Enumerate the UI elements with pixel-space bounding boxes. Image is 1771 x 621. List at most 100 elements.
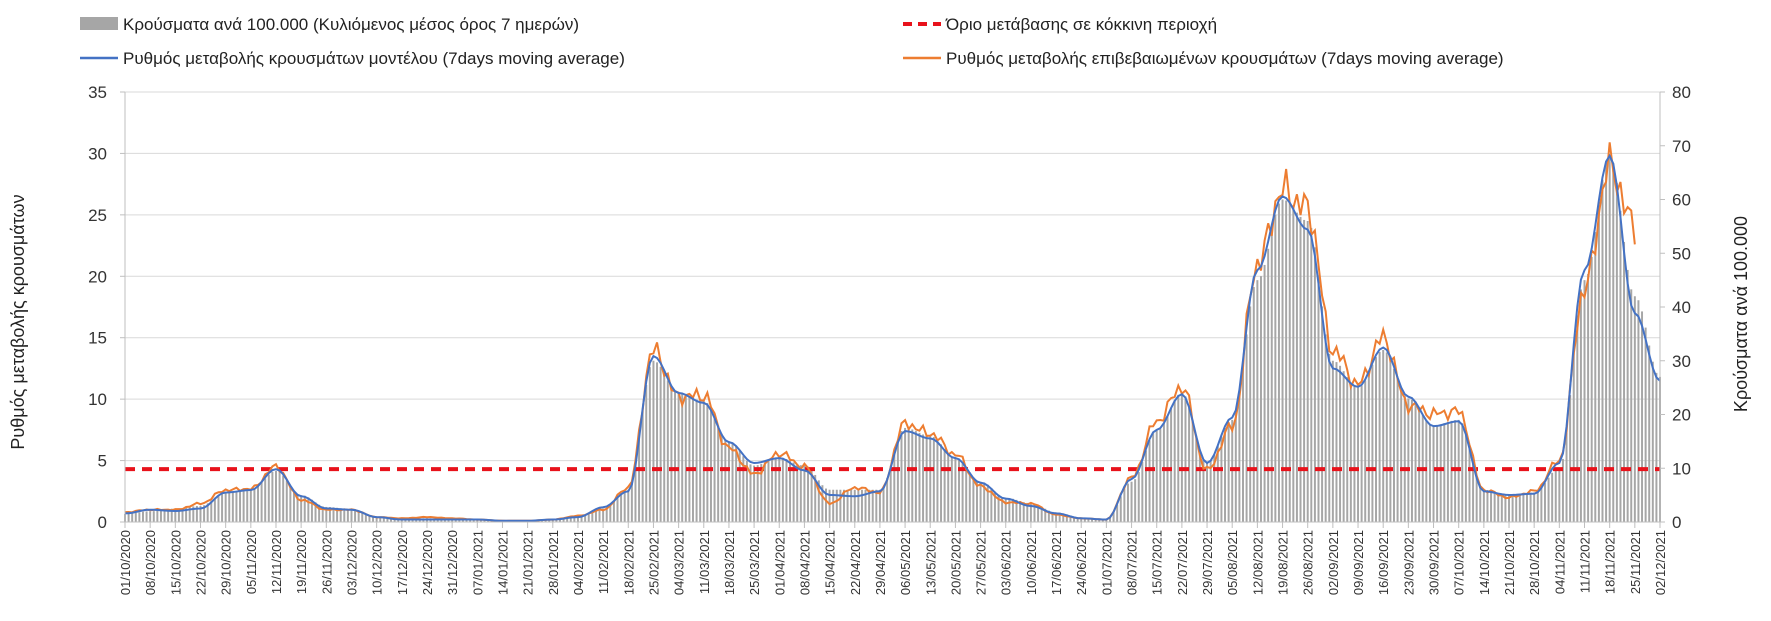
x-tick-label: 11/02/2021 bbox=[596, 530, 611, 594]
y-tick-label-left: 35 bbox=[88, 83, 107, 102]
bar bbox=[1644, 327, 1647, 522]
bar bbox=[1500, 494, 1503, 522]
bar bbox=[990, 487, 993, 522]
bar bbox=[1579, 289, 1582, 522]
bar bbox=[1062, 513, 1065, 522]
x-tick-label: 08/10/2020 bbox=[143, 530, 158, 595]
bar bbox=[1299, 216, 1302, 522]
x-tick-label: 28/01/2021 bbox=[546, 530, 561, 595]
bar bbox=[156, 510, 159, 522]
bar bbox=[1123, 488, 1126, 522]
bar bbox=[221, 493, 224, 522]
bar bbox=[1008, 498, 1011, 522]
bar bbox=[727, 441, 730, 523]
x-tick-label: 15/10/2020 bbox=[168, 530, 183, 595]
bar bbox=[469, 519, 472, 522]
x-tick-label: 04/02/2021 bbox=[571, 530, 586, 595]
x-tick-label: 24/12/2020 bbox=[420, 530, 435, 595]
y-tick-label-left: 0 bbox=[98, 513, 107, 532]
bar bbox=[620, 493, 623, 522]
bar bbox=[1533, 492, 1536, 522]
bar bbox=[1256, 280, 1259, 523]
bar bbox=[239, 490, 242, 522]
bar bbox=[850, 489, 853, 522]
bar bbox=[1349, 382, 1352, 522]
bars-series bbox=[124, 156, 1661, 523]
bar bbox=[1274, 214, 1277, 522]
bar bbox=[893, 451, 896, 522]
bar bbox=[1526, 492, 1528, 522]
bar bbox=[562, 518, 565, 522]
bar bbox=[1655, 372, 1658, 522]
bar bbox=[1623, 241, 1626, 523]
bar bbox=[1116, 504, 1119, 522]
bar bbox=[1101, 519, 1104, 522]
bar bbox=[842, 489, 845, 522]
bar bbox=[1551, 472, 1554, 522]
bar bbox=[1626, 269, 1629, 522]
x-tick-label: 28/10/2021 bbox=[1527, 530, 1542, 595]
bar bbox=[767, 460, 770, 522]
bar bbox=[972, 477, 975, 522]
bar bbox=[1392, 368, 1395, 522]
bar bbox=[364, 513, 367, 522]
bar bbox=[1206, 462, 1209, 523]
bar bbox=[961, 462, 964, 522]
bar bbox=[986, 484, 989, 522]
bar bbox=[904, 427, 907, 522]
bar bbox=[1148, 440, 1151, 522]
y-tick-label-right: 0 bbox=[1672, 513, 1681, 532]
y-axis-right-title: Κρούσματα ανά 100.000 bbox=[1731, 216, 1751, 412]
bar bbox=[674, 391, 676, 522]
bar bbox=[1220, 436, 1223, 522]
x-tick-label: 05/08/2021 bbox=[1225, 530, 1240, 595]
bar bbox=[1288, 203, 1291, 523]
bar bbox=[1353, 386, 1356, 522]
bar bbox=[134, 512, 137, 522]
bar bbox=[1022, 502, 1025, 522]
bar bbox=[249, 489, 252, 522]
bar bbox=[192, 506, 195, 522]
bar bbox=[368, 515, 371, 522]
bar bbox=[1378, 351, 1381, 522]
x-tick-label: 26/11/2020 bbox=[319, 530, 334, 594]
y-axis-right-ticks: 0 10 20 30 40 50 60 70 80 bbox=[1660, 83, 1691, 532]
y-tick-label-left: 30 bbox=[88, 144, 107, 163]
bar bbox=[713, 416, 716, 522]
bar bbox=[325, 506, 328, 522]
bar bbox=[1522, 493, 1525, 522]
x-tick-label: 10/06/2021 bbox=[1024, 530, 1039, 595]
x-tick-label: 22/10/2020 bbox=[193, 530, 208, 595]
bar bbox=[630, 483, 633, 522]
bar bbox=[1339, 365, 1342, 522]
bar bbox=[1385, 352, 1388, 522]
x-tick-label: 12/08/2021 bbox=[1250, 530, 1265, 595]
y-tick-label-right: 40 bbox=[1672, 298, 1691, 317]
bar bbox=[336, 507, 339, 522]
bar bbox=[343, 508, 346, 522]
bar bbox=[983, 482, 986, 522]
bar bbox=[379, 516, 382, 522]
bar bbox=[1576, 315, 1579, 522]
bar bbox=[472, 519, 475, 522]
bar bbox=[264, 478, 267, 522]
bar bbox=[1572, 353, 1575, 522]
x-tick-label: 25/11/2021 bbox=[1628, 530, 1643, 594]
x-tick-label: 18/11/2021 bbox=[1603, 530, 1618, 594]
bar bbox=[372, 516, 375, 522]
bar bbox=[1159, 428, 1162, 522]
x-tick-label: 08/07/2021 bbox=[1125, 530, 1140, 595]
bar bbox=[612, 501, 615, 522]
bar bbox=[1482, 489, 1485, 522]
bar bbox=[598, 508, 601, 522]
bar bbox=[1479, 486, 1482, 522]
x-tick-label: 17/06/2021 bbox=[1049, 530, 1064, 595]
bar bbox=[1651, 361, 1654, 522]
bar bbox=[1094, 518, 1097, 522]
bar bbox=[832, 489, 835, 522]
bar bbox=[1083, 517, 1086, 522]
bar bbox=[860, 489, 863, 522]
bar bbox=[1331, 360, 1334, 522]
bar bbox=[1069, 515, 1072, 522]
bar bbox=[174, 508, 177, 522]
